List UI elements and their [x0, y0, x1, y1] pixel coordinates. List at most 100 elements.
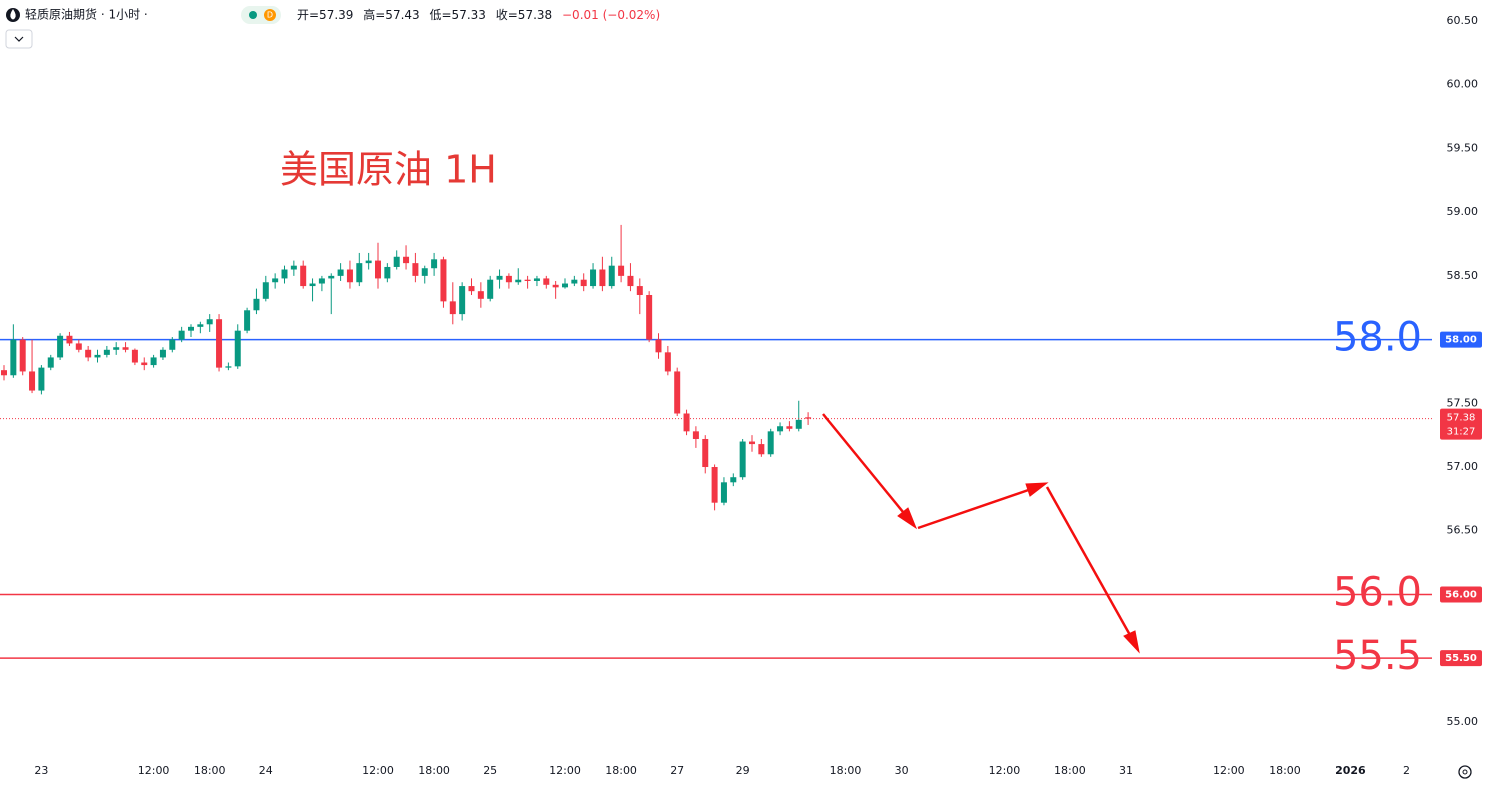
y-tick-label: 59.50	[1447, 141, 1479, 154]
x-tick-label: 12:00	[549, 764, 581, 777]
x-tick-label: 2026	[1335, 764, 1366, 777]
x-tick-label: 23	[34, 764, 48, 777]
candle-body	[206, 319, 213, 325]
badge: D	[267, 11, 273, 20]
candle-body	[711, 467, 718, 503]
candle-body	[19, 339, 26, 372]
candle-body	[66, 335, 73, 344]
candle-body	[29, 371, 36, 391]
candle-body	[150, 357, 157, 366]
candle-body	[664, 352, 671, 372]
candle-body	[533, 278, 540, 281]
candle-body	[365, 260, 372, 264]
candle-body	[300, 265, 307, 287]
candle-body	[113, 347, 120, 350]
x-tick-label: 18:00	[418, 764, 450, 777]
x-tick-label: 27	[670, 764, 684, 777]
candle-body	[178, 330, 185, 340]
candle-body	[169, 339, 176, 350]
candle-body	[403, 256, 410, 264]
candle-body	[552, 284, 559, 288]
y-tick-label: 58.50	[1447, 269, 1479, 282]
y-tick-label: 59.00	[1447, 205, 1479, 218]
arrowhead	[897, 507, 918, 530]
x-tick-label: 18:00	[605, 764, 637, 777]
settings-icon[interactable]	[1458, 765, 1472, 779]
y-tick-label: 57.00	[1447, 460, 1479, 473]
x-tick-label: 18:00	[1054, 764, 1086, 777]
oil-drop	[10, 9, 16, 20]
projection-arrows	[822, 413, 1140, 654]
y-tick-label: 60.50	[1447, 14, 1479, 27]
level-label: 55.5	[1333, 633, 1422, 679]
level-label: 56.0	[1333, 569, 1422, 615]
candle-body	[94, 354, 101, 358]
plot: 55.00 55.50 56.00 56.50 57.00 57.50 58.00 58.50…	[0, 14, 1482, 777]
high: 高=57.43	[363, 7, 419, 22]
candle-body	[1, 370, 7, 376]
price-tag	[1440, 586, 1482, 603]
candle-body	[244, 310, 251, 331]
candle-body	[421, 268, 428, 276]
candle-body	[795, 419, 802, 429]
candle-body	[477, 291, 484, 299]
candle-body	[85, 349, 92, 358]
candle-body	[674, 371, 681, 414]
arrowhead	[1123, 630, 1140, 654]
arrowhead	[1025, 482, 1049, 497]
candle-body	[10, 339, 17, 376]
x-tick-label: 2	[1403, 764, 1410, 777]
candle-body	[431, 259, 438, 269]
symbol[interactable]: 轻质原油期货 · 1小时 ·	[25, 7, 148, 22]
candle-body	[646, 294, 653, 340]
candle-body	[234, 330, 241, 367]
collapse-button[interactable]	[5, 29, 33, 49]
candle-body	[384, 266, 391, 279]
candle-body	[599, 269, 606, 287]
candle-body	[188, 326, 194, 331]
price-tag-label: 55.50	[1445, 653, 1477, 664]
x-tick-label: 12:00	[1213, 764, 1245, 777]
x-tick-label: 18:00	[1269, 764, 1301, 777]
candle-body	[683, 413, 690, 432]
price-tag	[1440, 650, 1482, 667]
candle-body	[122, 347, 129, 350]
last-price-label: 57.38	[1447, 413, 1476, 424]
candle-body	[47, 357, 54, 368]
close: 收=57.38	[496, 8, 552, 22]
candle-body	[197, 324, 204, 327]
price-tag-label: 58.00	[1445, 335, 1477, 346]
x-tick-label: 31	[1119, 764, 1133, 777]
candle-body	[636, 286, 643, 295]
candle-body	[225, 366, 232, 368]
x-tick-label: 12:00	[989, 764, 1021, 777]
candle-body	[505, 275, 512, 283]
candle-body	[318, 278, 325, 284]
candle-body	[281, 269, 288, 279]
low: 低=57.33	[430, 8, 486, 22]
last-price-tag	[1440, 408, 1482, 440]
candle-body	[720, 482, 727, 503]
candle-body	[375, 260, 381, 279]
candle-body	[141, 362, 148, 366]
x-tick-label: 30	[895, 764, 909, 777]
price-tag	[1440, 331, 1482, 348]
candle-body	[496, 275, 503, 280]
candle-body	[57, 335, 64, 358]
x-tick-label: 24	[259, 764, 273, 777]
candle-body	[290, 265, 297, 270]
x-tick-label: 12:00	[362, 764, 394, 777]
y-tick-label: 57.50	[1447, 396, 1479, 409]
chevron	[14, 36, 24, 42]
arrow	[822, 413, 913, 524]
y-tick-label: 55.00	[1447, 715, 1479, 728]
candle-body	[440, 259, 447, 302]
x-tick-label: 18:00	[194, 764, 226, 777]
candle-body	[767, 431, 774, 455]
arrow	[1045, 486, 1137, 645]
price-tag-label: 56.00	[1445, 589, 1477, 600]
candle-body	[272, 278, 279, 283]
x-tick-label: 12:00	[138, 764, 170, 777]
arrow	[917, 484, 1041, 530]
